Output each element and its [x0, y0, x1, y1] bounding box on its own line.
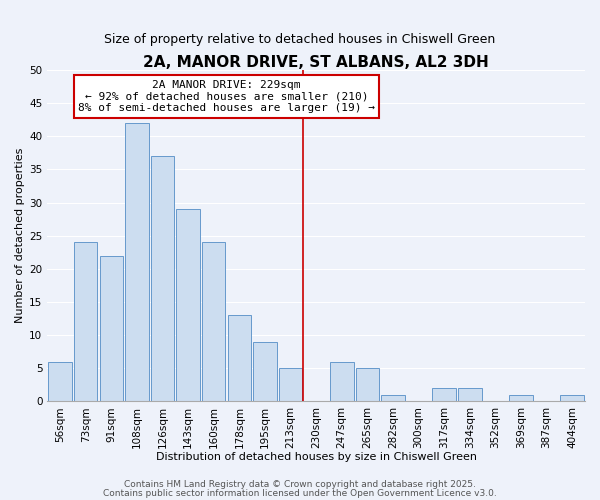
Bar: [100, 256, 123, 402]
X-axis label: Distribution of detached houses by size in Chiswell Green: Distribution of detached houses by size …: [155, 452, 476, 462]
Bar: [560, 394, 584, 402]
Text: Contains HM Land Registry data © Crown copyright and database right 2025.: Contains HM Land Registry data © Crown c…: [124, 480, 476, 489]
Bar: [279, 368, 302, 402]
Bar: [253, 342, 277, 402]
Bar: [458, 388, 482, 402]
Text: Contains public sector information licensed under the Open Government Licence v3: Contains public sector information licen…: [103, 488, 497, 498]
Y-axis label: Number of detached properties: Number of detached properties: [15, 148, 25, 324]
Bar: [330, 362, 353, 402]
Bar: [227, 315, 251, 402]
Bar: [433, 388, 456, 402]
Bar: [381, 394, 405, 402]
Bar: [49, 362, 72, 402]
Bar: [151, 156, 174, 402]
Bar: [125, 123, 149, 402]
Bar: [509, 394, 533, 402]
Text: 2A MANOR DRIVE: 229sqm
← 92% of detached houses are smaller (210)
8% of semi-det: 2A MANOR DRIVE: 229sqm ← 92% of detached…: [78, 80, 375, 113]
Bar: [176, 209, 200, 402]
Bar: [202, 242, 226, 402]
Text: Size of property relative to detached houses in Chiswell Green: Size of property relative to detached ho…: [104, 32, 496, 46]
Bar: [74, 242, 97, 402]
Title: 2A, MANOR DRIVE, ST ALBANS, AL2 3DH: 2A, MANOR DRIVE, ST ALBANS, AL2 3DH: [143, 55, 489, 70]
Bar: [356, 368, 379, 402]
